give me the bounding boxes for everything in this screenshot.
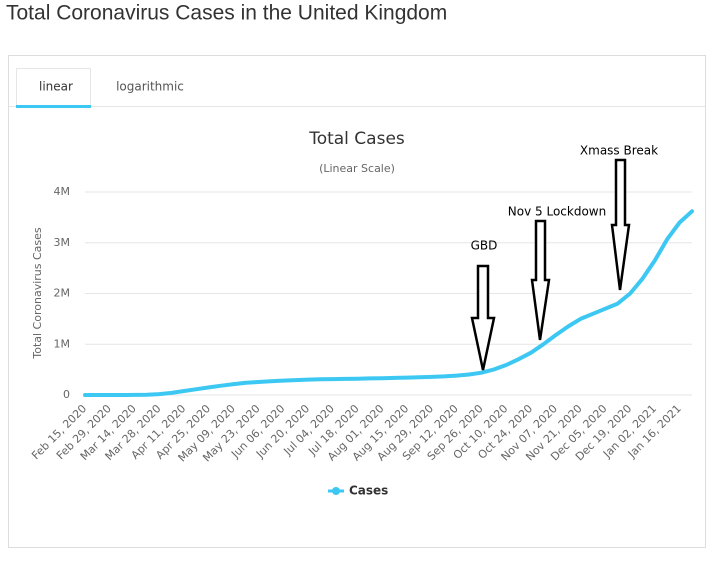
y-tick-label: 1M <box>54 337 71 350</box>
panel <box>8 55 706 548</box>
legend[interactable]: Cases <box>328 484 388 498</box>
arrow <box>530 219 551 341</box>
tab[interactable]: logarithmic <box>116 80 184 94</box>
chart-title: Total Cases <box>308 129 405 149</box>
annotation: Nov 5 Lockdown <box>508 205 606 219</box>
line <box>83 209 694 397</box>
annotation: Xmass Break <box>580 144 658 158</box>
y-axis-label: Total Coronavirus Cases <box>31 227 44 360</box>
y-tick-label: 4M <box>54 185 71 198</box>
page-title: Total Coronavirus Cases in the United Ki… <box>6 2 447 25</box>
tab-box <box>16 68 91 106</box>
annotation: GBD <box>471 239 498 253</box>
arrows <box>470 158 631 371</box>
chart-subtitle: (Linear Scale) <box>319 162 395 175</box>
tab-underline <box>16 105 91 108</box>
arrow <box>610 158 631 291</box>
arrow <box>470 264 496 371</box>
y-tick-label: 2M <box>54 287 71 300</box>
tab[interactable]: linear <box>39 80 73 94</box>
y-tick-label: 0 <box>63 388 70 401</box>
y-tick-label: 3M <box>54 236 71 249</box>
legend-label: Cases <box>349 484 388 498</box>
legend-marker <box>332 487 340 495</box>
